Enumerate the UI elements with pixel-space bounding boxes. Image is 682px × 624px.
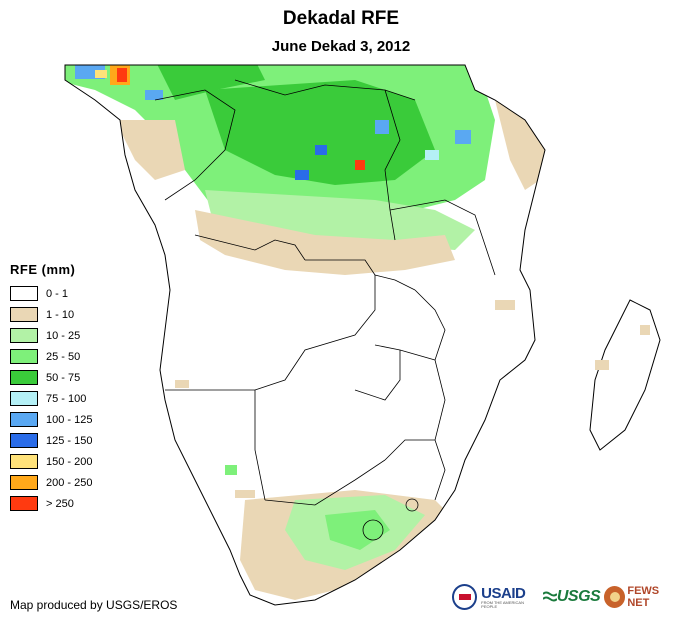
rain-patch-1-10 <box>235 490 255 498</box>
legend-label: > 250 <box>46 497 74 510</box>
rain-patch-75-100 <box>425 150 439 160</box>
legend-item: 75 - 100 <box>10 388 92 409</box>
rain-patch-gt-250 <box>117 68 127 82</box>
legend-item: 0 - 1 <box>10 283 92 304</box>
country-borders <box>154 79 496 541</box>
rain-patch-1-10-madagascar <box>640 325 650 335</box>
rain-band-50-75 <box>205 80 435 185</box>
rain-band-1-10 <box>195 210 455 275</box>
legend-item: > 250 <box>10 493 92 514</box>
rain-patch-1-10-madagascar <box>595 360 609 370</box>
legend-label: 150 - 200 <box>46 455 93 468</box>
legend-item: 25 - 50 <box>10 346 92 367</box>
usaid-logo: USAID FROM THE AMERICAN PEOPLE <box>481 586 539 609</box>
legend-item: 1 - 10 <box>10 304 92 325</box>
usgs-wave-icon <box>542 591 557 602</box>
rainfall-map <box>64 64 661 606</box>
rain-patch-100-125 <box>145 90 163 100</box>
legend-label: 200 - 250 <box>46 476 93 489</box>
legend-swatch <box>10 433 38 448</box>
legend-label: 1 - 10 <box>46 308 75 321</box>
legend-item: 150 - 200 <box>10 451 92 472</box>
legend-label: 125 - 150 <box>46 434 93 447</box>
legend-rows: 0 - 1 1 - 10 10 - 25 25 - 50 50 - 75 75 - 100… <box>10 283 92 514</box>
legend-label: 50 - 75 <box>46 371 81 384</box>
legend-title: RFE (mm) <box>10 262 76 277</box>
legend-item: 50 - 75 <box>10 367 92 388</box>
legend-swatch <box>10 391 38 406</box>
fews-logo: FEWS NET <box>604 585 682 609</box>
rain-patch-100-125 <box>455 130 471 144</box>
legend-label: 100 - 125 <box>46 413 93 426</box>
rain-patch-25-50 <box>225 465 237 475</box>
credit-text: Map produced by USGS/EROS <box>10 598 178 612</box>
legend-swatch <box>10 307 38 322</box>
legend-swatch <box>10 286 38 301</box>
rain-patch-100-125 <box>375 120 389 134</box>
usgs-wordmark: USGS <box>556 588 601 605</box>
legend-label: 10 - 25 <box>46 329 81 342</box>
partner-logos: USAID FROM THE AMERICAN PEOPLE USGS FEWS… <box>452 584 682 610</box>
rain-patch-1-10 <box>495 300 515 310</box>
legend-label: 25 - 50 <box>46 350 81 363</box>
legend-swatch <box>10 370 38 385</box>
rainfall-fill <box>65 65 545 600</box>
usgs-logo: USGS <box>542 588 601 606</box>
fews-wordmark: FEWS NET <box>627 585 660 609</box>
madagascar <box>589 299 661 451</box>
legend-item: 100 - 125 <box>10 409 92 430</box>
legend: RFE (mm) 0 - 1 1 - 10 10 - 25 25 - 50 50 - 7… <box>10 262 92 514</box>
rain-patch-150-200 <box>95 70 107 78</box>
legend-swatch <box>10 328 38 343</box>
legend-swatch <box>10 475 38 490</box>
legend-swatch <box>10 454 38 469</box>
usaid-seal-icon <box>452 584 478 610</box>
legend-label: 0 - 1 <box>46 287 69 300</box>
legend-label: 75 - 100 <box>46 392 87 405</box>
rain-patch-125-150 <box>295 170 309 180</box>
map-subtitle: June Dekad 3, 2012 <box>271 38 411 55</box>
legend-swatch <box>10 349 38 364</box>
usaid-tagline: FROM THE AMERICAN PEOPLE <box>481 599 524 609</box>
rain-patch-1-10 <box>175 380 189 388</box>
usaid-wordmark: USAID <box>481 584 526 602</box>
map-title: Dekadal RFE <box>282 8 400 29</box>
legend-item: 10 - 25 <box>10 325 92 346</box>
rain-band-50-75-west <box>155 65 265 100</box>
legend-item: 200 - 250 <box>10 472 92 493</box>
fews-globe-icon <box>604 586 626 608</box>
rain-band-1-10-west <box>115 120 185 180</box>
legend-swatch <box>10 496 38 511</box>
legend-item: 125 - 150 <box>10 430 92 451</box>
legend-swatch <box>10 412 38 427</box>
rain-patch-125-150 <box>315 145 327 155</box>
rain-patch-gt-250 <box>355 160 365 170</box>
